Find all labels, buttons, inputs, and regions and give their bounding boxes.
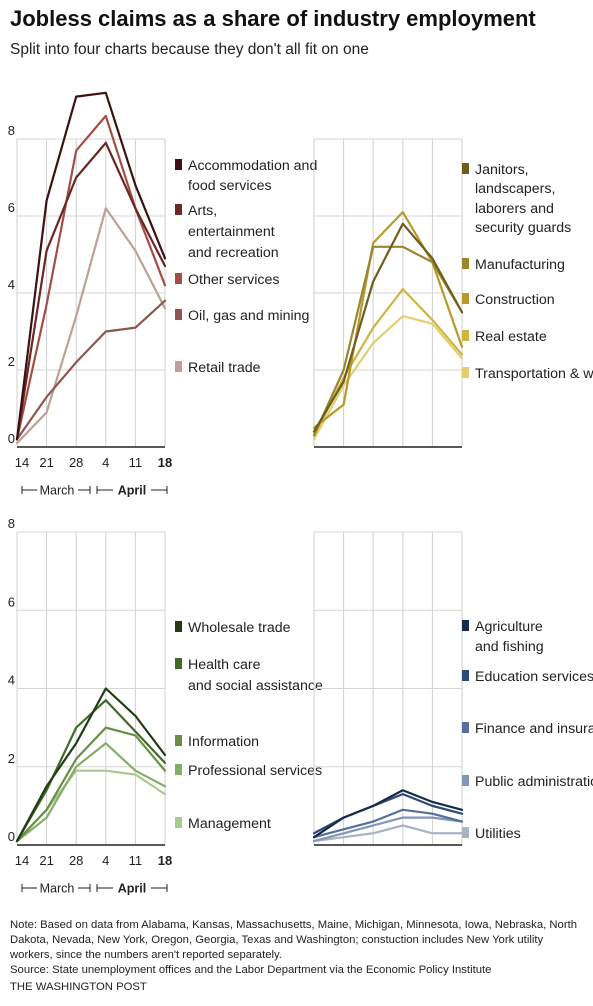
legend-swatch-agriculture-and-fishing (462, 620, 469, 631)
legend-label-retail-trade: Retail trade (188, 360, 261, 376)
legend-swatch-real-estate (462, 330, 469, 341)
legend-label-wholesale-trade: Wholesale trade (188, 620, 291, 636)
series-line-utilities (312, 824, 464, 843)
legend-swatch-manufacturing (462, 258, 469, 269)
y-tick-label: 4 (8, 277, 15, 292)
legend-swatch-retail-trade (175, 361, 182, 372)
legend-swatch-accommodation-and-food-services (175, 159, 182, 170)
legend-swatch-arts-entertainment-and-recreation (175, 204, 182, 215)
legend-swatch-public-administration (462, 775, 469, 786)
legend-label-real-estate: Real estate (475, 329, 547, 345)
y-tick-label: 4 (8, 673, 15, 688)
series-line-construction (312, 211, 464, 429)
x-tick-label: 21 (39, 853, 53, 868)
chart-title: Jobless claims as a share of industry em… (10, 6, 536, 31)
legend-swatch-management (175, 817, 182, 828)
x-tick-label: 11 (129, 455, 143, 470)
x-tick-label: 28 (69, 455, 83, 470)
legend-swatch-wholesale-trade (175, 621, 182, 632)
legend-label-health-care-and-social-assistance: Health care and social assistance (188, 657, 323, 694)
legend-label-public-administration: Public administration (475, 774, 593, 790)
legend-swatch-oil-gas-and-mining (175, 309, 182, 320)
month-label-backing (113, 482, 151, 498)
month-label-march: March (40, 882, 75, 896)
series-line-public-administration (312, 816, 464, 843)
legend-label-professional-services: Professional services (188, 763, 322, 779)
legend-swatch-health-care-and-social-assistance (175, 658, 182, 669)
legend-label-utilities: Utilities (475, 826, 521, 842)
y-tick-label: 2 (8, 354, 15, 369)
y-tick-label: 0 (8, 829, 15, 844)
legend-swatch-construction (462, 293, 469, 304)
series-line-manufacturing (312, 245, 464, 437)
y-tick-label: 0 (8, 431, 15, 446)
legend-label-other-services: Other services (188, 272, 279, 288)
series-line-agriculture-and-fishing (312, 789, 464, 839)
legend-label-oil-gas-and-mining: Oil, gas and mining (188, 308, 309, 324)
series-line-accommodation-and-food-services (15, 91, 167, 441)
chart-panel-bottom-left: 0 2 4 6 8 14 21 28 4 11 18 March April Wholesale trad… (8, 516, 323, 896)
y-tick-label: 2 (8, 751, 15, 766)
series-line-professional-services (15, 742, 167, 843)
chart-panel-top-right: Janitors, landscapers, laborers and securit… (312, 138, 593, 448)
legend-label-finance-and-insurance: Finance and insurance (475, 721, 593, 737)
legend-label-education-services: Education services (475, 669, 593, 685)
series-line-janitors-landscapers-laborers-and-security-guards (312, 222, 464, 433)
chart-panel-top-left: 0 2 4 6 8 14 21 28 4 11 18 March April Accommodation … (8, 91, 317, 498)
series-line-education-services (312, 793, 464, 835)
legend-swatch-transportation-warehousing (462, 367, 469, 378)
x-tick-label: 4 (102, 455, 109, 470)
legend-swatch-finance-and-insurance (462, 722, 469, 733)
month-label-backing (37, 482, 78, 498)
legend-label-information: Information (188, 734, 259, 750)
legend-swatch-janitors-landscapers-laborers-and-security-guards (462, 163, 469, 174)
series-line-other-services (15, 114, 167, 441)
y-tick-label: 6 (8, 200, 15, 215)
legend-label-arts-entertainment-and-recreation: Arts, entertainment and recreation (188, 203, 279, 261)
x-tick-label: 21 (39, 455, 53, 470)
series-line-real-estate (312, 288, 464, 437)
legend-label-manufacturing: Manufacturing (475, 257, 565, 273)
x-tick-label: 28 (69, 853, 83, 868)
x-tick-label: 4 (102, 853, 109, 868)
month-label-backing (37, 880, 78, 896)
legend-swatch-information (175, 735, 182, 746)
legend-label-construction: Construction (475, 292, 555, 308)
series-line-wholesale-trade (15, 687, 167, 843)
chart-panel-bottom-right: Agriculture and fishing Education services… (312, 531, 593, 846)
y-tick-label: 8 (8, 516, 15, 531)
legend-label-janitors-landscapers-laborers-and-security-guards: Janitors, landscapers, laborers and securit… (475, 162, 571, 236)
legend-swatch-professional-services (175, 764, 182, 775)
x-tick-label: 18 (158, 455, 172, 470)
legend-label-accommodation-and-food-services: Accommodation and food services (188, 158, 317, 194)
series-line-oil-gas-and-mining (15, 299, 167, 441)
series-line-management (15, 769, 167, 843)
y-tick-label: 6 (8, 594, 15, 609)
series-line-transportation-warehousing (312, 315, 464, 441)
x-tick-label: 14 (15, 853, 29, 868)
chart-credit: The Washington Post (10, 981, 147, 993)
series-line-arts-entertainment-and-recreation (15, 141, 167, 441)
month-label-april: April (118, 882, 146, 896)
y-tick-label: 8 (8, 123, 15, 138)
legend-label-agriculture-and-fishing: Agriculture and fishing (475, 619, 544, 655)
x-tick-label: 18 (158, 853, 172, 868)
legend-swatch-other-services (175, 273, 182, 284)
series-line-information (15, 726, 167, 843)
chart-subtitle: Split into four charts because they don'… (10, 41, 369, 58)
x-tick-label: 14 (15, 455, 29, 470)
month-label-march: March (40, 484, 75, 498)
month-label-april: April (118, 484, 146, 498)
x-tick-label: 11 (129, 853, 143, 868)
legend-label-management: Management (188, 816, 271, 832)
month-label-backing (113, 880, 151, 896)
series-line-finance-and-insurance (312, 808, 464, 839)
chart-source: Source: State unemployment offices and t… (10, 964, 492, 976)
legend-label-transportation-warehousing: Transportation & warehousing (475, 366, 593, 382)
legend-swatch-education-services (462, 670, 469, 681)
legend-swatch-utilities (462, 827, 469, 838)
series-line-retail-trade (15, 207, 167, 445)
chart-note: Note: Based on data from Alabama, Kansas… (10, 919, 578, 961)
